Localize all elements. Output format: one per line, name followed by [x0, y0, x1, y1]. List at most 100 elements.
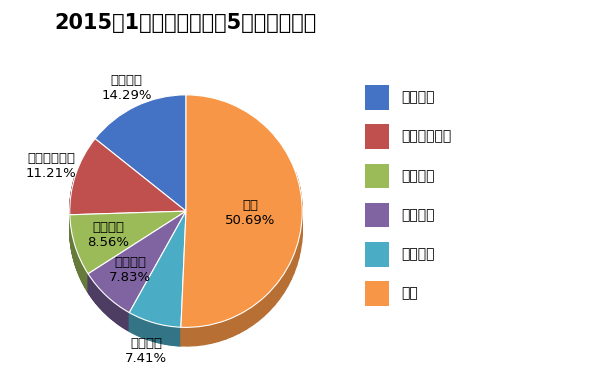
- Polygon shape: [132, 314, 133, 333]
- Polygon shape: [164, 325, 166, 344]
- Polygon shape: [160, 325, 161, 343]
- Polygon shape: [119, 307, 121, 326]
- Polygon shape: [175, 327, 176, 346]
- Polygon shape: [103, 293, 104, 312]
- FancyBboxPatch shape: [365, 124, 389, 149]
- Polygon shape: [218, 320, 226, 342]
- Wedge shape: [88, 211, 186, 313]
- Polygon shape: [113, 302, 114, 321]
- Polygon shape: [155, 323, 156, 342]
- Polygon shape: [181, 327, 188, 346]
- Polygon shape: [226, 318, 232, 339]
- Text: 2015年1月商用车销量前5企业市场份额: 2015年1月商用车销量前5企业市场份额: [55, 12, 317, 33]
- Polygon shape: [127, 311, 128, 331]
- Polygon shape: [299, 233, 300, 258]
- Polygon shape: [167, 326, 168, 345]
- Polygon shape: [148, 321, 149, 340]
- Polygon shape: [133, 315, 134, 334]
- Polygon shape: [152, 322, 154, 342]
- Polygon shape: [264, 292, 269, 316]
- Polygon shape: [146, 320, 148, 339]
- Polygon shape: [110, 299, 111, 319]
- Polygon shape: [139, 317, 140, 337]
- Polygon shape: [163, 325, 164, 344]
- Polygon shape: [135, 316, 136, 335]
- FancyBboxPatch shape: [365, 164, 389, 188]
- Polygon shape: [122, 308, 124, 328]
- Polygon shape: [121, 308, 122, 327]
- Text: 北汽福田: 北汽福田: [401, 90, 434, 104]
- Polygon shape: [100, 290, 101, 309]
- Polygon shape: [142, 319, 143, 338]
- Polygon shape: [95, 284, 97, 304]
- Polygon shape: [291, 254, 294, 280]
- Polygon shape: [284, 268, 287, 293]
- Text: 北汽福田
14.29%: 北汽福田 14.29%: [101, 74, 152, 101]
- Polygon shape: [275, 280, 279, 305]
- Polygon shape: [86, 271, 87, 290]
- Text: 其他: 其他: [401, 287, 418, 300]
- Polygon shape: [112, 301, 113, 320]
- Polygon shape: [87, 272, 88, 291]
- Wedge shape: [130, 211, 186, 327]
- Polygon shape: [126, 311, 127, 330]
- Polygon shape: [179, 327, 180, 346]
- Polygon shape: [159, 324, 160, 343]
- Polygon shape: [296, 173, 298, 199]
- Polygon shape: [301, 218, 302, 244]
- FancyBboxPatch shape: [365, 281, 389, 306]
- Polygon shape: [88, 274, 89, 293]
- Polygon shape: [269, 287, 275, 311]
- Text: 江铃控股: 江铃控股: [401, 169, 434, 183]
- Polygon shape: [259, 297, 264, 321]
- Polygon shape: [287, 261, 291, 287]
- Polygon shape: [301, 195, 302, 221]
- FancyBboxPatch shape: [365, 203, 389, 227]
- Polygon shape: [94, 282, 95, 302]
- Polygon shape: [211, 323, 218, 343]
- Polygon shape: [116, 304, 118, 324]
- Polygon shape: [140, 318, 141, 337]
- Text: 安徽江淮
7.83%: 安徽江淮 7.83%: [109, 256, 151, 284]
- Polygon shape: [168, 326, 169, 345]
- Polygon shape: [151, 322, 152, 341]
- Polygon shape: [154, 323, 155, 342]
- Polygon shape: [178, 327, 179, 346]
- Polygon shape: [172, 326, 173, 345]
- Polygon shape: [84, 267, 85, 287]
- Polygon shape: [203, 325, 211, 345]
- Polygon shape: [102, 291, 103, 311]
- Polygon shape: [109, 299, 110, 318]
- Wedge shape: [70, 139, 186, 215]
- Text: 金杯汽车: 金杯汽车: [401, 247, 434, 261]
- Polygon shape: [173, 326, 175, 345]
- Polygon shape: [161, 325, 163, 343]
- Polygon shape: [93, 280, 94, 300]
- Polygon shape: [298, 180, 300, 206]
- Polygon shape: [104, 294, 105, 313]
- Polygon shape: [141, 319, 142, 337]
- Polygon shape: [101, 290, 102, 310]
- Polygon shape: [131, 314, 132, 333]
- Polygon shape: [90, 277, 91, 296]
- Polygon shape: [157, 324, 158, 343]
- Polygon shape: [98, 288, 100, 307]
- Text: 江铃控股
8.56%: 江铃控股 8.56%: [87, 221, 129, 249]
- Polygon shape: [130, 313, 131, 332]
- Polygon shape: [134, 315, 135, 334]
- Polygon shape: [128, 312, 130, 331]
- Text: 东风汽车公司
11.21%: 东风汽车公司 11.21%: [26, 152, 77, 181]
- Polygon shape: [145, 320, 146, 339]
- Wedge shape: [95, 95, 186, 211]
- Polygon shape: [137, 317, 138, 336]
- Polygon shape: [180, 327, 181, 346]
- Text: 金杯汽车
7.41%: 金杯汽车 7.41%: [125, 337, 167, 365]
- Text: 其他
50.69%: 其他 50.69%: [225, 199, 275, 227]
- Polygon shape: [188, 327, 196, 346]
- Polygon shape: [170, 326, 171, 345]
- FancyBboxPatch shape: [365, 242, 389, 267]
- Polygon shape: [166, 326, 167, 344]
- Polygon shape: [114, 302, 115, 322]
- Polygon shape: [115, 303, 116, 322]
- Polygon shape: [83, 266, 84, 286]
